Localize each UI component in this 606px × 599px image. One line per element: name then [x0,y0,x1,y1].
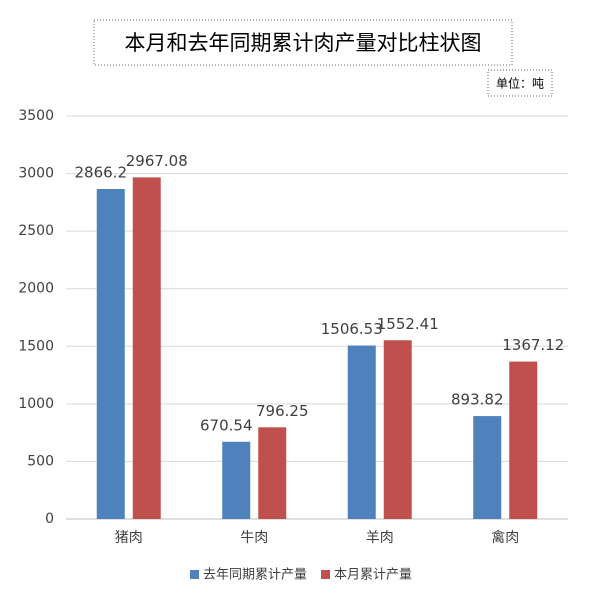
value-label: 1506.53 [321,320,383,338]
legend-label: 本月累计产量 [334,568,412,583]
value-label: 1552.41 [377,315,439,333]
bar [132,177,161,519]
bar [383,340,412,519]
x-tick-label: 猪肉 [115,530,143,546]
bar [96,188,125,519]
unit-label: 单位：吨 [496,76,544,91]
value-label: 893.82 [451,391,504,409]
value-label: 796.25 [256,402,309,420]
y-tick-label: 3000 [18,166,54,182]
y-tick-label: 0 [45,511,54,527]
title-box [93,19,513,66]
bar [509,361,538,519]
y-tick-label: 2000 [18,281,54,297]
legend-label: 去年同期累计产量 [203,568,307,583]
value-label: 2866.2 [75,163,128,181]
x-tick-label: 羊肉 [366,530,394,546]
legend-swatch [190,570,199,579]
bar [473,416,502,519]
y-tick-label: 1500 [18,338,54,354]
y-tick-label: 3500 [18,108,54,124]
value-label: 670.54 [200,416,253,434]
bar [258,427,287,519]
value-label: 2967.08 [126,152,188,170]
chart-title: 本月和去年同期累计肉产量对比柱状图 [125,31,482,55]
bar [222,441,251,519]
y-tick-label: 1000 [18,396,54,412]
y-tick-label: 2500 [18,223,54,239]
y-tick-label: 500 [27,453,54,469]
value-label: 1367.12 [502,336,564,354]
bar [347,345,376,519]
legend-swatch [321,570,331,579]
x-tick-label: 禽肉 [491,529,519,546]
x-tick-label: 牛肉 [240,530,268,546]
